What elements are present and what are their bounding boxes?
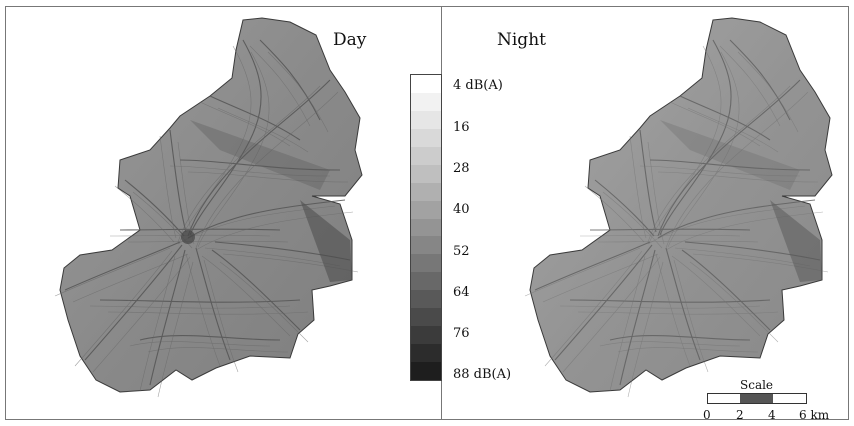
- legend-label-76: 76: [453, 326, 470, 341]
- legend-swatch: [411, 182, 441, 202]
- scale-segment-2: [740, 394, 773, 403]
- legend-swatch: [411, 326, 441, 345]
- scale-segment-3: [773, 394, 806, 403]
- legend-swatch: [411, 254, 441, 273]
- day-title: Day: [333, 30, 367, 50]
- legend-swatch: [411, 110, 441, 130]
- legend-swatch: [411, 236, 441, 255]
- legend-swatch: [411, 308, 441, 327]
- legend-label-16: 16: [453, 120, 470, 135]
- day-map: [54, 17, 363, 398]
- legend-swatch: [411, 344, 441, 363]
- scale-title: Scale: [740, 378, 774, 392]
- night-map: [524, 17, 833, 398]
- scale-bar: [707, 393, 807, 404]
- night-title: Night: [497, 30, 546, 50]
- scale-tick-2: 2: [736, 408, 744, 422]
- legend-swatch: [411, 92, 441, 112]
- scale-tick-4: 4: [768, 408, 776, 422]
- scale-tick-6km: 6 km: [799, 408, 830, 422]
- legend-swatch: [411, 128, 441, 148]
- legend-label-28: 28: [453, 161, 470, 176]
- scale-segment-1: [708, 394, 740, 403]
- legend-swatch: [411, 75, 441, 94]
- legend-label-52: 52: [453, 244, 470, 259]
- legend-swatch: [411, 362, 441, 381]
- legend-swatch: [411, 290, 441, 309]
- legend-swatch: [411, 272, 441, 291]
- legend-swatch: [411, 164, 441, 184]
- legend-swatch: [411, 218, 441, 237]
- legend-color-bar: [410, 74, 442, 381]
- legend-label-88: 88 dB(A): [453, 367, 512, 382]
- legend-swatch: [411, 146, 441, 166]
- legend-swatch: [411, 200, 441, 220]
- legend-label-40: 40: [453, 202, 470, 217]
- scale-tick-0: 0: [703, 408, 711, 422]
- legend-label-64: 64: [453, 285, 470, 300]
- legend-label-4: 4 dB(A): [453, 78, 503, 93]
